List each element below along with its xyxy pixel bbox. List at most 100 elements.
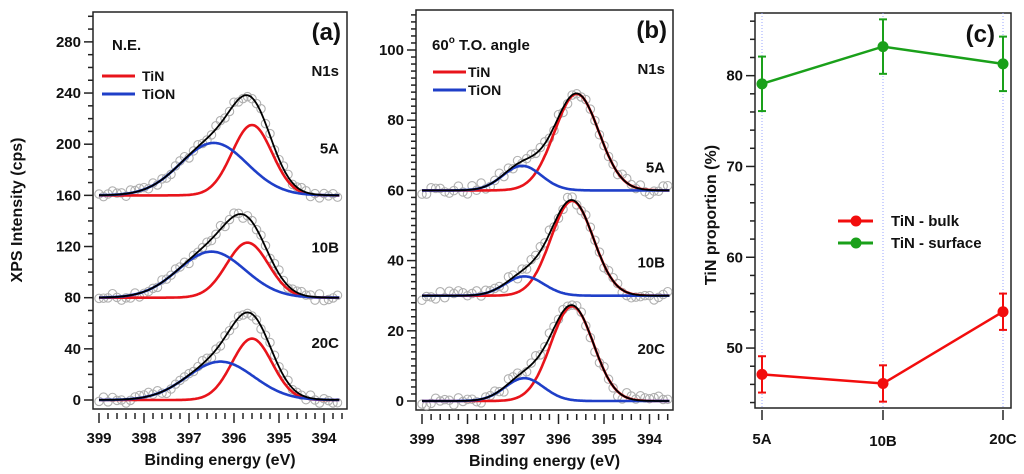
component-curve-tin-20c [422, 304, 670, 403]
panel-a-core-level-label: N1s [311, 63, 339, 80]
degree-superscript: o [449, 35, 455, 46]
data-point [238, 310, 248, 320]
component-curve-tin-20c [99, 337, 340, 402]
data-point [490, 175, 500, 186]
data-point [571, 200, 582, 210]
panel-a-curves [99, 94, 340, 402]
y-tick-label: 0 [73, 392, 81, 409]
data-point [215, 341, 226, 351]
envelope-fit-10b [422, 199, 670, 297]
panel-a-y-axis: 0 40 80 120 160 200 240 280 [56, 15, 93, 409]
y-tick-label: 70 [726, 158, 743, 175]
data-point [612, 169, 623, 180]
panel-c-tag: (c) [966, 21, 995, 48]
panel-b-frame [415, 9, 674, 411]
data-point [233, 311, 244, 322]
legend-label-tin: TiN [468, 64, 490, 80]
panel-a-x-axis: 399 398 397 396 395 394 [86, 413, 343, 447]
component-curve-tin-10b [422, 199, 670, 297]
y-tick-label: 0 [396, 393, 404, 410]
panel-a-sample-label-10b: 10B [311, 240, 339, 257]
envelope-fit-20c [422, 304, 670, 402]
panel-a-sample-label-5a: 5A [320, 140, 339, 157]
x-tick-label: 397 [176, 430, 201, 447]
x-tick-label: 396 [221, 430, 246, 447]
data-point [644, 393, 655, 404]
x-tick-label: 396 [546, 431, 571, 448]
component-curve-tin-10b [99, 241, 340, 299]
y-tick-label: 160 [56, 187, 81, 204]
data-point [202, 353, 212, 364]
panel-a-frame [92, 11, 348, 410]
data-point [567, 300, 577, 310]
y-tick-label: 60 [726, 249, 743, 266]
component-curve-tin-5a [99, 123, 340, 197]
y-tick-label: 240 [56, 85, 81, 102]
data-marker [997, 58, 1009, 70]
data-point [157, 174, 167, 184]
legend-label-tion: TiON [468, 82, 501, 98]
legend-label-bulk: TiN - bulk [891, 213, 960, 230]
panel-b-legend: TiN TiON [433, 64, 501, 98]
y-tick-label: 50 [726, 340, 743, 357]
y-tick-label: 80 [387, 112, 404, 129]
data-point [517, 264, 527, 274]
panel-c-series [756, 18, 1009, 403]
data-point [658, 394, 668, 405]
data-point [439, 394, 450, 405]
data-point [608, 383, 618, 393]
data-point [444, 188, 455, 198]
y-tick-label: 80 [726, 68, 743, 85]
data-point [608, 159, 618, 170]
data-point [287, 179, 298, 190]
x-tick-label: 10B [869, 433, 897, 450]
panel-c-y-axis-title: TiN proportion (%) [703, 145, 720, 285]
x-tick-label: 398 [131, 430, 156, 447]
data-point [319, 188, 329, 199]
panel-b-tag: (b) [636, 17, 667, 44]
series-surface [756, 18, 1009, 113]
panel-a-condition-label: N.E. [112, 37, 141, 54]
legend-label-surface: TiN - surface [891, 235, 982, 252]
panel-b-curves [422, 92, 670, 403]
panel-a-y-axis-title: XPS Intensity (cps) [9, 138, 26, 283]
data-point [535, 142, 546, 153]
data-point [260, 240, 271, 251]
data-point [332, 290, 343, 301]
data-point [211, 229, 221, 239]
x-tick-label: 399 [86, 430, 111, 447]
data-point [508, 163, 518, 174]
envelope-fit-5a [422, 92, 670, 192]
data-point [206, 235, 217, 246]
data-point [332, 192, 343, 202]
data-point [251, 315, 262, 325]
data-marker [756, 78, 768, 90]
y-tick-label: 40 [387, 253, 404, 270]
panel-b-sample-label-10b: 10B [637, 255, 665, 272]
legend-label-tin: TiN [142, 68, 164, 84]
x-tick-label: 399 [409, 431, 434, 448]
panel-b-condition-label: 60o T.O. angle [432, 35, 530, 54]
panel-b-sample-label-5a: 5A [646, 159, 665, 176]
data-marker [877, 377, 889, 389]
data-point [439, 292, 450, 303]
data-point [631, 292, 641, 302]
data-point [662, 394, 673, 405]
legend-label-tion: TiON [142, 86, 175, 102]
data-point [458, 187, 468, 197]
data-point [310, 295, 320, 305]
data-point [229, 208, 239, 218]
data-point [494, 281, 505, 292]
data-point [576, 92, 586, 102]
x-tick-label: 5A [752, 431, 771, 448]
data-point [148, 283, 158, 294]
x-tick-label: 395 [266, 430, 291, 447]
data-point [269, 350, 280, 361]
data-point [521, 264, 532, 274]
data-point [494, 386, 505, 397]
data-marker [997, 306, 1009, 318]
panel-c-legend: TiN - bulk TiN - surface [838, 213, 982, 252]
y-tick-label: 80 [64, 290, 81, 307]
data-point [449, 288, 459, 299]
